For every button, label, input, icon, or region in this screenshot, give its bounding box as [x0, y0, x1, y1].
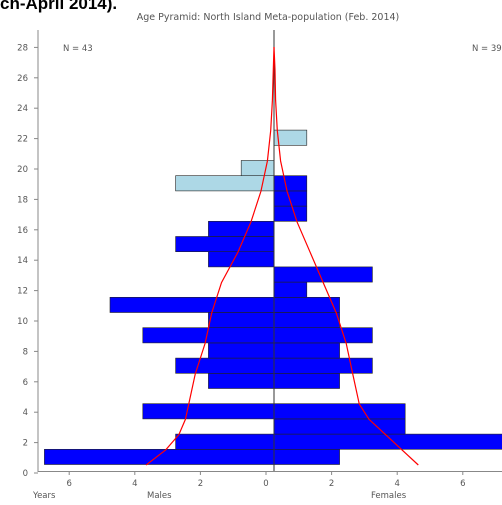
bar-female [273, 403, 406, 420]
bar-male [175, 433, 275, 450]
y-tick-label: 10 [17, 317, 28, 327]
females-label: Females [371, 491, 407, 501]
bar-male [208, 372, 275, 389]
bar-female [273, 175, 308, 192]
bar-male [109, 296, 275, 313]
bar-female [273, 296, 340, 313]
chart-title: Age Pyramid: North Island Meta-populatio… [137, 12, 400, 23]
n-males-label: N = 43 [63, 44, 93, 54]
bar-female [273, 190, 308, 207]
bar-female [273, 448, 340, 465]
y-axis-label: Years [32, 491, 56, 501]
y-tick-label: 22 [17, 135, 28, 145]
y-tick-label: 6 [23, 378, 28, 388]
y-tick-label: 0 [23, 469, 28, 479]
bar-male [208, 342, 275, 359]
y-tick-label: 4 [23, 408, 28, 418]
bar-young-male [240, 160, 275, 176]
bar-male [208, 312, 275, 328]
x-tick-label: 6 [460, 479, 465, 489]
figure-caption-fragment: ch-April 2014). [0, 0, 118, 13]
bar-male [175, 357, 275, 374]
bar-young-male [175, 175, 275, 192]
y-tick-label: 8 [23, 347, 28, 357]
bar-male [175, 236, 275, 252]
bar-male [208, 251, 275, 268]
x-tick-label: 4 [394, 479, 399, 489]
y-tick-label: 2 [23, 439, 28, 449]
bar-male [142, 403, 275, 420]
bar-female [273, 205, 308, 222]
bar-female [273, 357, 373, 374]
y-tick-label: 18 [17, 195, 28, 205]
curves-layer [145, 46, 419, 466]
bar-male [208, 221, 275, 237]
males-label: Males [147, 491, 172, 501]
y-tick-label: 12 [17, 287, 28, 297]
y-tick-label: 24 [17, 104, 28, 114]
curve-females [273, 46, 419, 466]
curve-males [145, 46, 275, 466]
bar-male [44, 448, 275, 465]
y-tick-label: 14 [17, 256, 28, 266]
bar-female [273, 372, 340, 389]
axes-layer [37, 30, 502, 472]
y-tick-label: 20 [17, 165, 28, 175]
y-tick-label: 28 [17, 43, 28, 53]
bar-female [273, 418, 406, 435]
bar-female [273, 342, 340, 359]
bar-female [273, 312, 340, 328]
x-tick-label: 2 [329, 479, 334, 489]
x-tick-label: 2 [198, 479, 203, 489]
n-females-label: N = 39 [472, 44, 502, 54]
bar-female [273, 281, 308, 298]
x-tick-label: 4 [132, 479, 137, 489]
bar-female [273, 266, 373, 283]
bar-female [273, 327, 373, 344]
x-tick-label: 6 [66, 479, 71, 489]
y-tick-label: 16 [17, 226, 28, 236]
bars-layer [44, 129, 502, 465]
x-tick-label: 0 [263, 479, 268, 489]
y-tick-label: 26 [17, 74, 28, 84]
